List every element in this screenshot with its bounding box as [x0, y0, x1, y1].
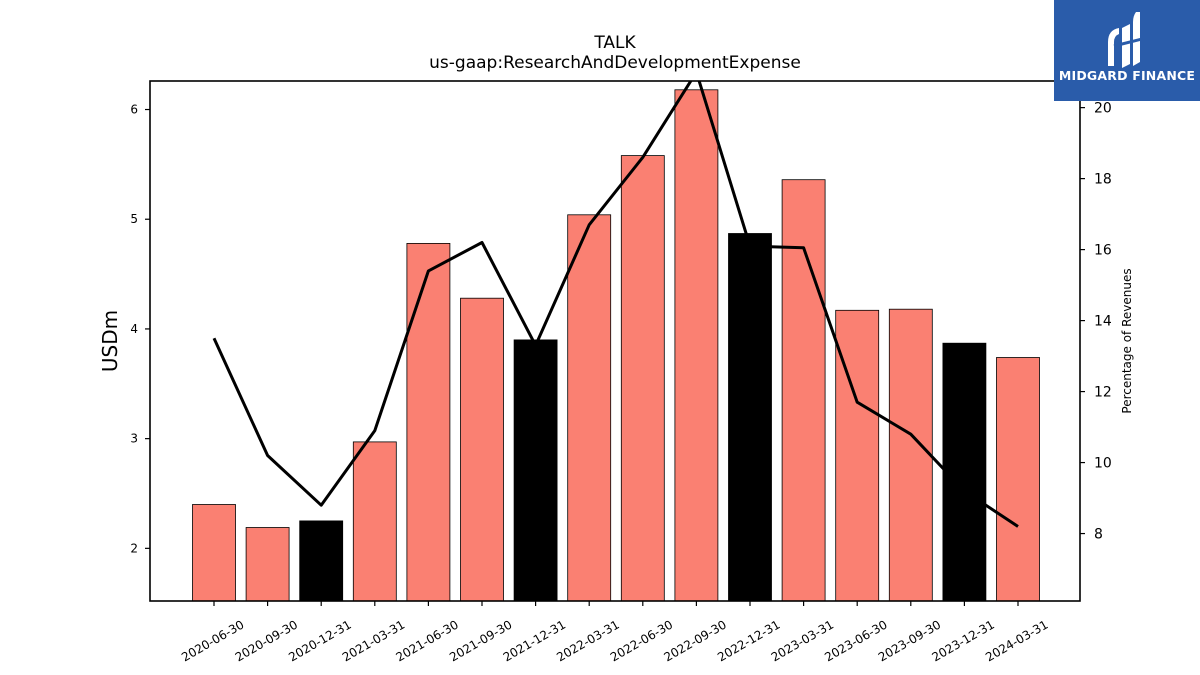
logo-text: MIDGARD FINANCE	[1058, 68, 1196, 83]
y2-tick-label: 18	[1094, 172, 1112, 188]
y2-tick-label: 12	[1094, 385, 1112, 401]
midgard-finance-logo: MIDGARD FINANCE	[1054, 0, 1200, 101]
bar-2022-06-30	[620, 155, 665, 602]
bar-2021-06-30	[406, 242, 451, 602]
bar-2021-12-31	[513, 339, 558, 602]
y-tick-label: 5	[130, 212, 138, 226]
bar-2023-03-31	[781, 179, 826, 602]
y-tick-label: 4	[130, 322, 138, 336]
y-axis-label: USDm	[98, 310, 122, 372]
y2-tick-label: 20	[1094, 101, 1112, 117]
y2-tick-label: 14	[1094, 314, 1112, 330]
y-tick-label: 6	[130, 103, 138, 117]
plot-frame	[149, 80, 1081, 602]
bar-2023-06-30	[835, 309, 880, 602]
y-tick-label: 3	[130, 432, 138, 446]
bar-series	[192, 89, 1040, 602]
bar-2023-12-31	[942, 342, 987, 602]
bar-2022-09-30	[674, 89, 719, 602]
bar-2021-03-31	[352, 441, 397, 602]
bar-2021-09-30	[460, 297, 504, 602]
bar-2020-12-31	[299, 520, 344, 602]
plot-area: 2345681012141618202020-06-302020-09-3020…	[130, 80, 1112, 664]
bar-2022-03-31	[567, 214, 612, 602]
y2-tick-label: 8	[1094, 527, 1103, 543]
logo-mark-icon	[1108, 12, 1147, 68]
y2-tick-label: 16	[1094, 243, 1112, 259]
bar-2024-03-31	[996, 357, 1040, 602]
y-tick-label: 2	[130, 541, 138, 555]
bar-2023-09-30	[888, 308, 933, 602]
bar-2020-09-30	[245, 527, 290, 602]
percentage-line	[212, 81, 1019, 528]
bar-2020-06-30	[192, 504, 236, 602]
chart-subtitle: us-gaap:ResearchAndDevelopmentExpense	[429, 53, 801, 73]
y2-tick-label: 10	[1094, 456, 1112, 472]
chart-title: TALK	[593, 33, 636, 53]
y2-axis-label: Percentage of Revenues	[1120, 268, 1134, 413]
bar-2022-12-31	[728, 233, 772, 602]
